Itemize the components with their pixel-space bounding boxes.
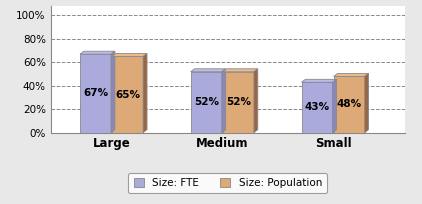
Polygon shape [112,54,147,57]
Polygon shape [191,72,222,133]
Legend: Size: FTE, Size: Population: Size: FTE, Size: Population [128,173,327,193]
Polygon shape [80,51,115,54]
Polygon shape [143,54,147,133]
Polygon shape [365,73,368,133]
Polygon shape [223,69,258,72]
Polygon shape [302,79,336,82]
Text: 52%: 52% [226,97,251,107]
Polygon shape [191,69,226,72]
Polygon shape [111,51,115,133]
Polygon shape [80,54,111,133]
Bar [76,133,147,136]
Bar [187,133,258,136]
Polygon shape [333,79,336,133]
Text: 48%: 48% [337,100,362,110]
Polygon shape [334,73,368,76]
Text: 52%: 52% [194,97,219,107]
Text: 43%: 43% [305,102,330,112]
Polygon shape [334,76,365,133]
Polygon shape [254,69,258,133]
Polygon shape [112,57,143,133]
Polygon shape [222,69,226,133]
Polygon shape [302,82,333,133]
Text: 67%: 67% [83,88,108,98]
Polygon shape [223,72,254,133]
Text: 65%: 65% [115,90,140,100]
Bar [298,133,369,136]
